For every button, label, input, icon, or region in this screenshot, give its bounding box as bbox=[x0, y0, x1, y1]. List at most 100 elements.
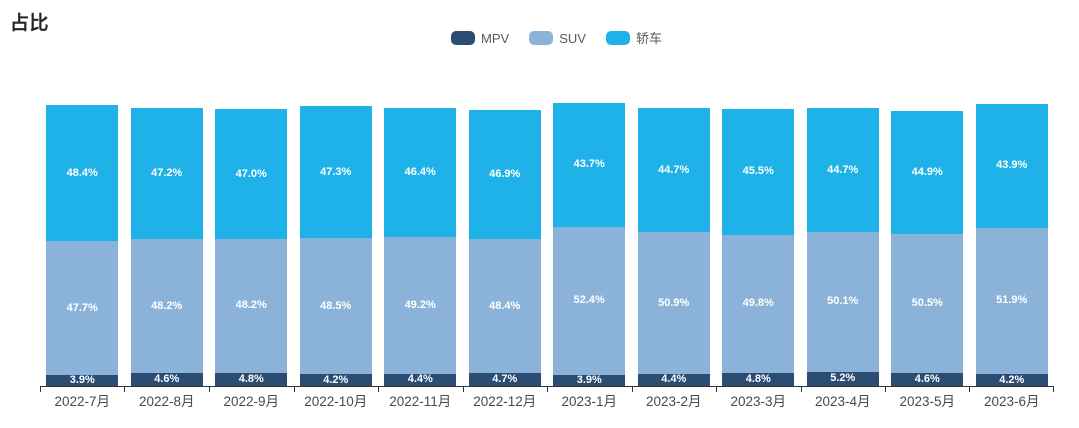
stacked-bar[interactable]: 47.2% 48.2% 4.6% bbox=[130, 108, 203, 386]
legend-item-SUV[interactable]: SUV bbox=[529, 31, 586, 45]
axis-tick bbox=[208, 387, 210, 392]
segment-MPV[interactable]: 4.2% bbox=[975, 373, 1048, 386]
segment-MPV[interactable]: 4.8% bbox=[722, 372, 795, 386]
bar-column: 46.9% 48.4% 4.7% bbox=[463, 96, 548, 386]
segment-MPV[interactable]: 4.7% bbox=[468, 373, 541, 386]
segment-value-label: 4.6% bbox=[154, 373, 180, 386]
stacked-bar[interactable]: 48.4% 47.7% 3.9% bbox=[46, 105, 119, 386]
segment-MPV[interactable]: 4.2% bbox=[299, 373, 372, 386]
segment-MPV[interactable]: 3.9% bbox=[46, 375, 119, 386]
axis-tick bbox=[547, 387, 548, 392]
bar-column: 46.4% 49.2% 4.4% bbox=[378, 96, 463, 386]
bar-column: 43.9% 51.9% 4.2% bbox=[970, 96, 1055, 386]
bar-column: 44.7% 50.1% 5.2% bbox=[801, 96, 886, 386]
segment-MPV[interactable]: 3.9% bbox=[553, 373, 626, 386]
segment-value-label: 4.6% bbox=[914, 373, 940, 386]
legend-item-MPV[interactable]: MPV bbox=[451, 31, 509, 45]
segment-SUV[interactable]: 49.2% bbox=[384, 236, 457, 374]
segment-value-label: 3.9% bbox=[576, 373, 602, 386]
segment-SUV[interactable]: 48.5% bbox=[299, 238, 372, 375]
legend-item-label: SUV bbox=[559, 30, 586, 46]
axis-tick bbox=[631, 387, 633, 392]
segment-SUV[interactable]: 51.9% bbox=[975, 227, 1048, 375]
segment-value-label: 43.7% bbox=[573, 158, 605, 171]
axis-tick bbox=[885, 387, 886, 392]
bar-column: 47.0% 48.2% 4.8% bbox=[209, 96, 294, 386]
axis-tick bbox=[293, 387, 295, 392]
stacked-bar[interactable]: 47.3% 48.5% 4.2% bbox=[299, 106, 372, 386]
axis-tick bbox=[715, 387, 717, 392]
segment-value-label: 45.5% bbox=[742, 165, 774, 178]
stacked-bar[interactable]: 44.7% 50.9% 4.4% bbox=[637, 108, 710, 386]
segment-value-label: 47.0% bbox=[235, 167, 267, 180]
segment-value-label: 51.9% bbox=[996, 294, 1028, 307]
axis-tick bbox=[462, 387, 464, 392]
segment-轿车[interactable]: 43.7% bbox=[553, 103, 626, 227]
segment-轿车[interactable]: 47.3% bbox=[299, 106, 372, 239]
segment-SUV[interactable]: 47.7% bbox=[46, 241, 119, 376]
segment-轿车[interactable]: 47.0% bbox=[215, 109, 288, 240]
stacked-bar[interactable]: 43.9% 51.9% 4.2% bbox=[975, 104, 1048, 386]
segment-value-label: 47.2% bbox=[151, 167, 183, 180]
segment-value-label: 5.2% bbox=[830, 372, 856, 385]
legend-swatch-icon bbox=[529, 31, 554, 45]
stacked-bar[interactable]: 46.4% 49.2% 4.4% bbox=[384, 108, 457, 386]
segment-value-label: 4.4% bbox=[661, 373, 687, 386]
segment-SUV[interactable]: 52.4% bbox=[553, 226, 626, 375]
segment-value-label: 44.7% bbox=[658, 163, 690, 176]
x-axis-label: 2023-4月 bbox=[814, 394, 871, 409]
stacked-bar[interactable]: 44.7% 50.1% 5.2% bbox=[806, 108, 879, 386]
segment-轿车[interactable]: 47.2% bbox=[130, 108, 203, 240]
segment-SUV[interactable]: 48.2% bbox=[130, 239, 203, 374]
segment-SUV[interactable]: 48.4% bbox=[468, 239, 541, 374]
stacked-bar[interactable]: 47.0% 48.2% 4.8% bbox=[215, 109, 288, 386]
segment-SUV[interactable]: 48.2% bbox=[215, 239, 288, 373]
segment-MPV[interactable]: 4.6% bbox=[130, 373, 203, 386]
x-axis-ticks bbox=[40, 387, 1054, 392]
segment-value-label: 4.2% bbox=[323, 373, 349, 386]
bar-column: 48.4% 47.7% 3.9% bbox=[40, 96, 125, 386]
segment-轿车[interactable]: 45.5% bbox=[722, 109, 795, 235]
segment-轿车[interactable]: 46.9% bbox=[468, 110, 541, 240]
segment-MPV[interactable]: 4.6% bbox=[891, 373, 964, 386]
bar-column: 45.5% 49.8% 4.8% bbox=[716, 96, 801, 386]
axis-tick bbox=[124, 387, 126, 392]
bar-column: 47.2% 48.2% 4.6% bbox=[125, 96, 210, 386]
x-axis-label: 2022-9月 bbox=[223, 394, 280, 409]
segment-轿车[interactable]: 44.7% bbox=[637, 108, 710, 233]
segment-轿车[interactable]: 43.9% bbox=[975, 104, 1048, 228]
x-axis-label: 2023-1月 bbox=[561, 394, 618, 409]
segment-轿车[interactable]: 44.7% bbox=[806, 108, 879, 233]
segment-SUV[interactable]: 50.1% bbox=[806, 232, 879, 372]
stacked-bar[interactable]: 44.9% 50.5% 4.6% bbox=[891, 111, 964, 386]
segment-MPV[interactable]: 4.8% bbox=[215, 372, 288, 386]
x-axis-label: 2023-3月 bbox=[730, 394, 787, 409]
segment-SUV[interactable]: 49.8% bbox=[722, 234, 795, 373]
segment-value-label: 49.2% bbox=[404, 298, 436, 311]
segment-MPV[interactable]: 5.2% bbox=[806, 371, 879, 386]
segment-value-label: 48.4% bbox=[489, 299, 521, 312]
x-axis-label: 2022-11月 bbox=[389, 394, 452, 409]
segment-SUV[interactable]: 50.9% bbox=[637, 232, 710, 374]
segment-MPV[interactable]: 4.4% bbox=[384, 373, 457, 386]
segment-value-label: 44.9% bbox=[911, 166, 943, 179]
segment-MPV[interactable]: 4.4% bbox=[637, 373, 710, 386]
segment-轿车[interactable]: 44.9% bbox=[891, 111, 964, 235]
segment-value-label: 50.9% bbox=[658, 296, 690, 309]
segment-value-label: 46.4% bbox=[404, 165, 436, 178]
segment-轿车[interactable]: 48.4% bbox=[46, 105, 119, 241]
legend-swatch-icon bbox=[451, 31, 476, 45]
segment-value-label: 4.8% bbox=[745, 372, 771, 385]
stacked-bar[interactable]: 46.9% 48.4% 4.7% bbox=[468, 110, 541, 386]
segment-value-label: 47.7% bbox=[66, 301, 98, 314]
bar-column: 44.9% 50.5% 4.6% bbox=[885, 96, 970, 386]
segment-SUV[interactable]: 50.5% bbox=[891, 234, 964, 374]
segment-轿车[interactable]: 46.4% bbox=[384, 108, 457, 237]
axis-tick bbox=[40, 387, 41, 392]
legend-item-轿车[interactable]: 轿车 bbox=[605, 31, 662, 45]
segment-value-label: 4.4% bbox=[407, 373, 433, 386]
stacked-bar[interactable]: 43.7% 52.4% 3.9% bbox=[553, 103, 626, 386]
segment-value-label: 4.2% bbox=[999, 373, 1025, 386]
stacked-bar[interactable]: 45.5% 49.8% 4.8% bbox=[722, 109, 795, 386]
segment-value-label: 50.1% bbox=[827, 295, 859, 308]
